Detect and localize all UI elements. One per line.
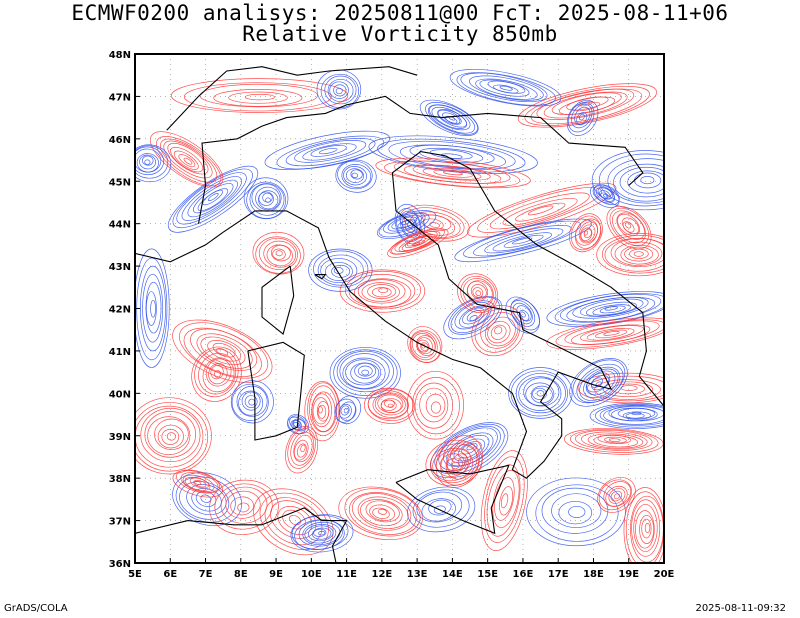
lat-label: 39N (109, 432, 131, 443)
lat-label: 47N (109, 92, 131, 103)
lat-label: 45N (109, 177, 131, 188)
lon-label: 10E (301, 569, 322, 580)
lat-label: 41N (109, 347, 131, 358)
lon-label: 19E (618, 569, 639, 580)
coastlines (135, 66, 664, 563)
lat-label: 46N (109, 135, 131, 146)
lat-label: 38N (109, 474, 131, 485)
lon-label: 6E (163, 569, 177, 580)
lat-label: 42N (109, 305, 131, 316)
lat-label: 43N (109, 262, 131, 273)
lon-label: 12E (371, 569, 392, 580)
lon-label: 16E (513, 569, 534, 580)
latitude-labels: 48N 47N 46N 45N 44N 43N 42N 41N 40N 39N 38N 37N 36N (109, 50, 140, 570)
footer-credit: GrADS/COLA (4, 603, 68, 614)
lon-label: 11E (336, 569, 357, 580)
lat-label: 36N (109, 559, 131, 570)
lon-label: 8E (234, 569, 248, 580)
lat-label: 44N (109, 220, 131, 231)
lon-label: 5E (128, 569, 142, 580)
map-title: ECMWF0200 analisys: 20250811@00 FcT: 202… (71, 1, 729, 25)
lon-label: 9E (269, 569, 283, 580)
lat-label: 37N (109, 517, 131, 528)
lon-label: 14E (442, 569, 463, 580)
footer-timestamp: 2025-08-11-09:32 (695, 603, 786, 614)
lon-label: 20E (654, 569, 675, 580)
longitude-labels: 5E 6E 7E 8E 9E 10E 11E 12E 13E 14E 15E 16E 17E 18E 19E… (128, 558, 675, 580)
map-subtitle: Relative Vorticity 850mb (242, 22, 558, 46)
lat-label: 48N (109, 50, 131, 61)
lat-label: 40N (109, 389, 131, 400)
lon-label: 18E (583, 569, 604, 580)
lon-label: 13E (407, 569, 428, 580)
lon-label: 7E (199, 569, 213, 580)
lon-label: 15E (477, 569, 498, 580)
lon-label: 17E (548, 569, 569, 580)
